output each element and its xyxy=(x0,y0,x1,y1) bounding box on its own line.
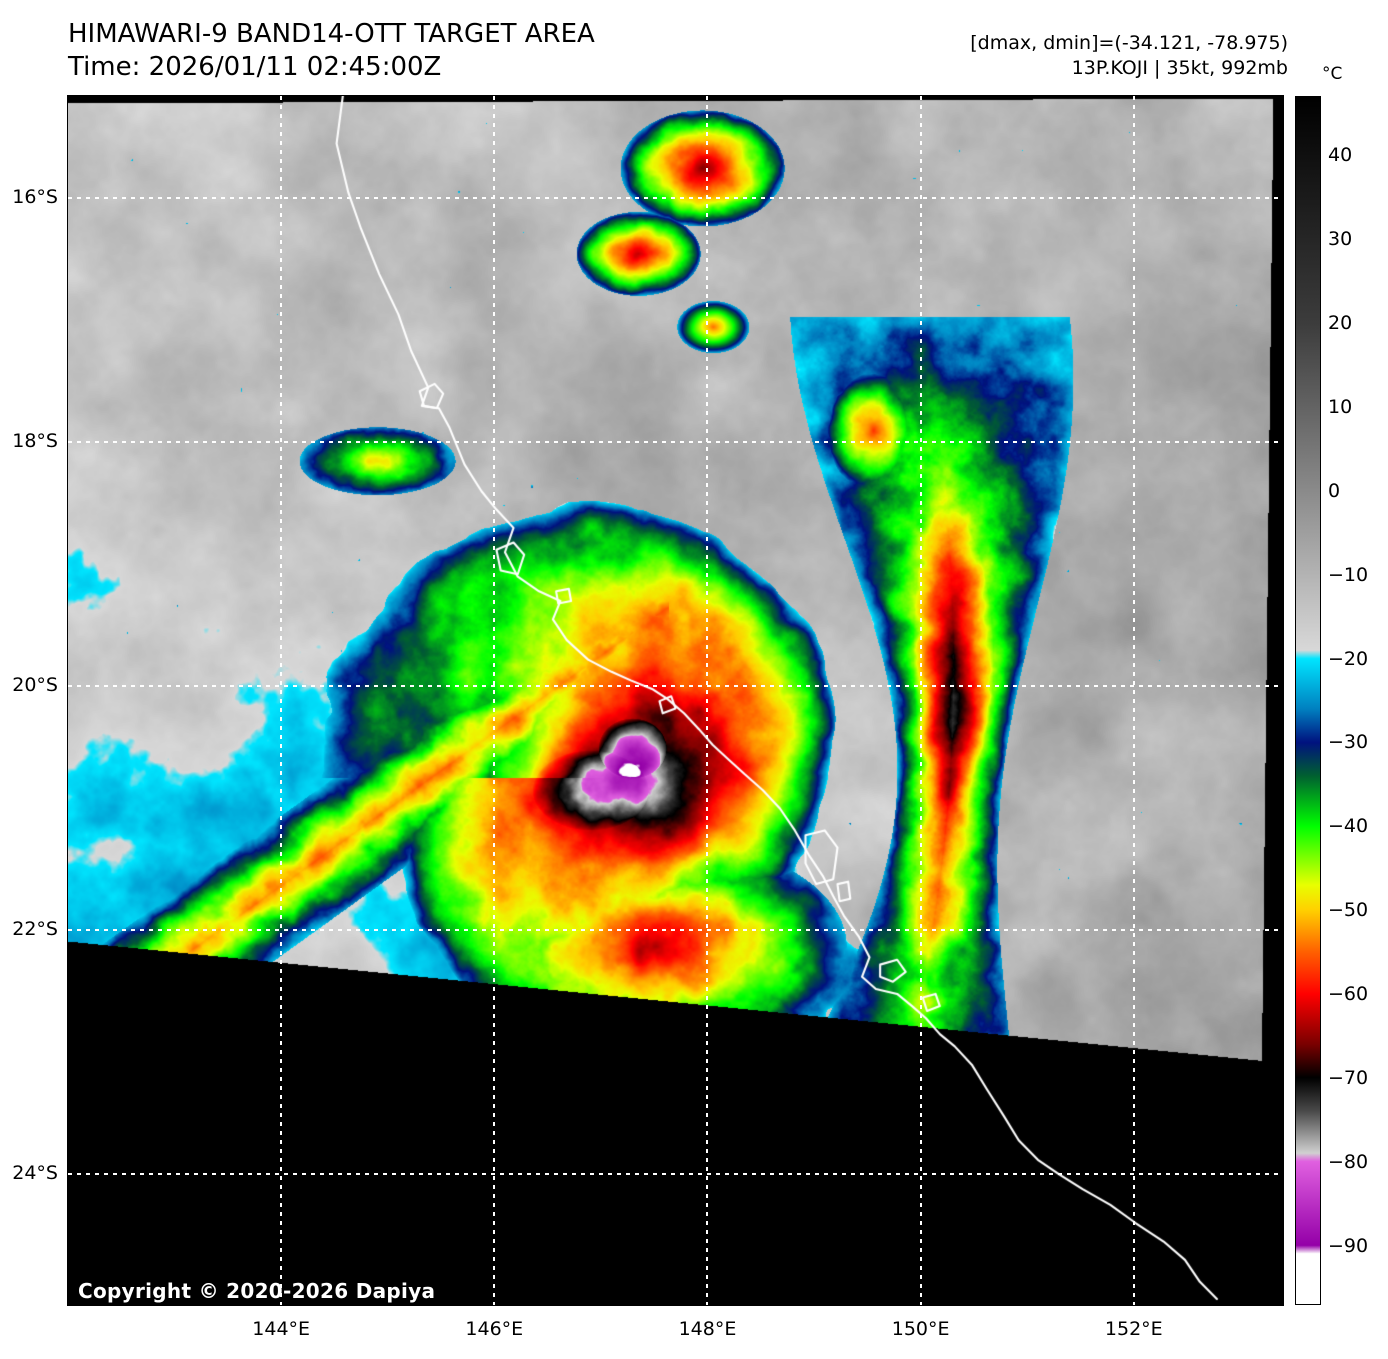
page-title: HIMAWARI-9 BAND14-OTT TARGET AREA Time: … xyxy=(68,18,595,84)
colorbar-tick: −50 xyxy=(1328,899,1369,922)
lat-tick-label: 24°S xyxy=(12,1162,58,1185)
colorbar-tick: 20 xyxy=(1328,311,1353,334)
temperature-colorbar xyxy=(1295,96,1321,1305)
gridline-lon-152 xyxy=(1132,96,1135,1305)
gridline-lon-148 xyxy=(706,96,709,1305)
colorbar-tick: −80 xyxy=(1328,1151,1369,1174)
satellite-image-plot xyxy=(68,96,1283,1305)
storm-info-label: 13P.KOJI | 35kt, 992mb xyxy=(1071,57,1288,79)
copyright-label: Copyright © 2020-2026 Dapiya xyxy=(78,1279,436,1303)
gridline-lat-18 xyxy=(68,441,1283,444)
colorbar-tick: 40 xyxy=(1328,143,1353,166)
lat-tick-label: 22°S xyxy=(12,918,58,941)
gridline-lon-150 xyxy=(919,96,922,1305)
colorbar-tick: 30 xyxy=(1328,227,1353,250)
dmax-dmin-label: [dmax, dmin]=(-34.121, -78.975) xyxy=(970,32,1288,54)
colorbar-tick: −60 xyxy=(1328,983,1369,1006)
colorbar-tick: −40 xyxy=(1328,815,1369,838)
gridline-lon-144 xyxy=(280,96,283,1305)
colorbar-tick: −90 xyxy=(1328,1235,1369,1258)
infrared-brightness-raster xyxy=(68,96,1283,1305)
colorbar-gradient xyxy=(1296,97,1320,1304)
gridline-lat-22 xyxy=(68,929,1283,932)
colorbar-tick: −20 xyxy=(1328,647,1369,670)
gridline-lat-16 xyxy=(68,197,1283,200)
observation-time: Time: 2026/01/11 02:45:00Z xyxy=(68,52,442,82)
lon-tick-label: 146°E xyxy=(465,1318,524,1340)
colorbar-tick: −10 xyxy=(1328,563,1369,586)
lon-tick-label: 148°E xyxy=(678,1318,737,1340)
lon-tick-label: 144°E xyxy=(252,1318,311,1340)
lon-tick-label: 150°E xyxy=(891,1318,950,1340)
colorbar-tick: −70 xyxy=(1328,1067,1369,1090)
colorbar-unit-label: °C xyxy=(1322,64,1343,84)
lat-tick-label: 18°S xyxy=(12,430,58,453)
gridline-lat-20 xyxy=(68,685,1283,688)
product-title: HIMAWARI-9 BAND14-OTT TARGET AREA xyxy=(68,19,595,49)
lat-tick-label: 20°S xyxy=(12,674,58,697)
gridline-lon-146 xyxy=(493,96,496,1305)
colorbar-tick: −30 xyxy=(1328,731,1369,754)
lon-tick-label: 152°E xyxy=(1104,1318,1163,1340)
lat-tick-label: 16°S xyxy=(12,186,58,209)
colorbar-tick: 10 xyxy=(1328,395,1353,418)
colorbar-tick: 0 xyxy=(1328,479,1341,502)
metadata-block: [dmax, dmin]=(-34.121, -78.975) 13P.KOJI… xyxy=(970,31,1288,81)
gridline-lat-24 xyxy=(68,1173,1283,1176)
